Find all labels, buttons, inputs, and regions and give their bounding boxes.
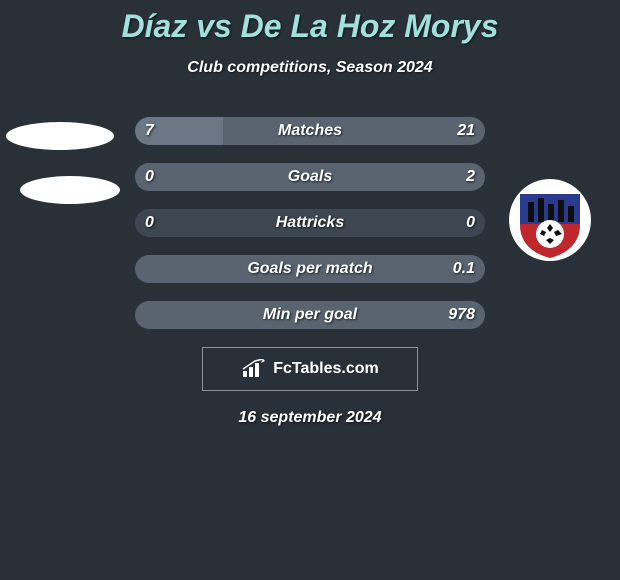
stat-row: 0.1Goals per match — [0, 255, 620, 285]
stat-row: 02Goals — [0, 163, 620, 193]
brand-box: FcTables.com — [202, 347, 418, 391]
brand-text: FcTables.com — [273, 360, 379, 378]
page-title: Díaz vs De La Hoz Morys — [0, 0, 620, 45]
stat-row: 721Matches — [0, 117, 620, 147]
bar-label: Goals per match — [135, 255, 485, 283]
stat-row: 00Hattricks — [0, 209, 620, 239]
bar-label: Min per goal — [135, 301, 485, 329]
stat-rows: 721Matches 02Goals 00Hattricks 0.1Goals per… — [0, 117, 620, 331]
subtitle: Club competitions, Season 2024 — [0, 59, 620, 77]
bar-track: 0.1Goals per match — [135, 255, 485, 283]
bar-track: 978Min per goal — [135, 301, 485, 329]
bar-track: 721Matches — [135, 117, 485, 145]
bar-label: Matches — [135, 117, 485, 145]
bar-label: Goals — [135, 163, 485, 191]
bar-track: 02Goals — [135, 163, 485, 191]
stat-row: 978Min per goal — [0, 301, 620, 331]
chart-icon — [241, 359, 267, 379]
bar-label: Hattricks — [135, 209, 485, 237]
date-text: 16 september 2024 — [0, 409, 620, 427]
bar-track: 00Hattricks — [135, 209, 485, 237]
